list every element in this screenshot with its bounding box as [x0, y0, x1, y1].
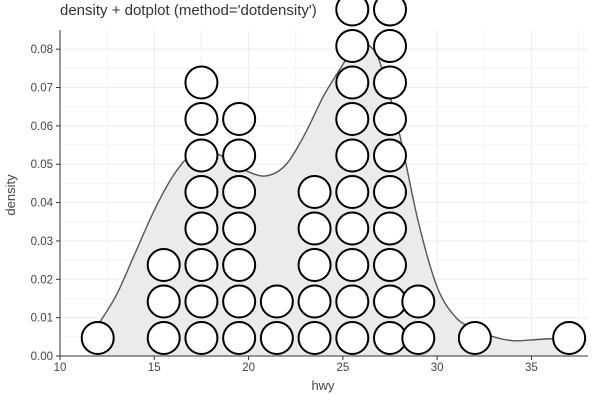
dot	[184, 138, 219, 173]
y-tick-label: 0.02	[31, 274, 53, 286]
density-area	[97, 43, 570, 357]
dot	[184, 211, 219, 246]
dot	[222, 138, 257, 173]
dot	[401, 284, 436, 319]
x-tick-label: 15	[148, 362, 161, 374]
dot	[335, 65, 370, 100]
dot	[222, 211, 257, 246]
dot	[335, 29, 370, 63]
y-axis-title: density	[3, 174, 18, 216]
y-tick-label: 0.06	[31, 121, 53, 133]
dot	[373, 321, 407, 355]
chart-title: density + dotplot (method='dotdensity')	[60, 2, 317, 19]
dot	[184, 284, 219, 319]
dot	[184, 65, 219, 100]
dot	[335, 248, 370, 282]
dot	[184, 321, 219, 355]
y-tick-label: 0.07	[31, 83, 53, 95]
y-tick-label: 0.00	[31, 351, 53, 363]
dot	[222, 248, 257, 282]
dot	[373, 211, 407, 246]
dot	[335, 321, 370, 355]
y-tick-label: 0.05	[31, 159, 53, 171]
y-tick-label: 0.01	[31, 313, 53, 325]
dot	[146, 284, 181, 319]
dot	[184, 175, 219, 209]
dot	[297, 248, 332, 282]
dot	[373, 175, 407, 209]
dot	[335, 0, 370, 27]
dot	[297, 321, 332, 355]
dot	[80, 321, 115, 355]
dot	[335, 284, 370, 319]
dot	[259, 321, 294, 355]
x-tick-label: 10	[54, 362, 67, 374]
dot	[259, 284, 294, 319]
dot	[146, 321, 181, 355]
dot	[373, 138, 407, 173]
dot	[184, 248, 219, 282]
dot	[373, 65, 407, 100]
dot	[222, 175, 257, 209]
x-tick-label: 30	[431, 362, 444, 374]
dot	[373, 29, 407, 63]
x-tick-label: 25	[336, 362, 349, 374]
x-tick-label: 20	[242, 362, 255, 374]
dot	[335, 175, 370, 209]
axis-layer: 10 15 20 25 30 35 0.00 0.01 0.02 0.03 0.04 0.05 0.06…	[31, 30, 588, 374]
dot	[335, 138, 370, 173]
y-tick-label: 0.08	[31, 44, 53, 56]
dot	[146, 248, 181, 282]
dot	[373, 102, 407, 136]
dot	[373, 284, 407, 319]
dot	[222, 284, 257, 319]
dot	[335, 102, 370, 136]
dots-layer	[80, 0, 587, 355]
dot	[222, 102, 257, 136]
y-tick-label: 0.03	[31, 236, 53, 248]
dot	[222, 321, 257, 355]
dot	[552, 321, 587, 355]
dot	[297, 211, 332, 246]
dot	[401, 321, 436, 355]
x-axis-title: hwy	[311, 378, 335, 393]
dot	[335, 211, 370, 246]
dot	[297, 175, 332, 209]
x-tick-label: 35	[525, 362, 538, 374]
dot	[184, 102, 219, 136]
dot	[373, 0, 407, 27]
y-tick-label: 0.04	[31, 198, 54, 210]
dot	[457, 321, 492, 355]
dot	[373, 248, 407, 282]
dot	[297, 284, 332, 319]
